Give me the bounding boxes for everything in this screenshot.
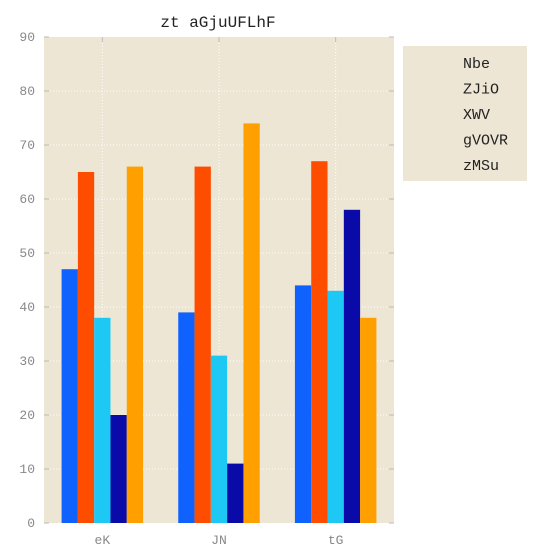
bar xyxy=(94,317,111,523)
y-tick-label: 90 xyxy=(19,30,35,45)
bar xyxy=(126,166,144,523)
bar xyxy=(343,209,361,524)
x-tick-label: eK xyxy=(95,533,111,548)
axis-labels: 0 10 20 30 40 50 60 70 80 90 eK JN tG xyxy=(19,30,343,548)
bar xyxy=(110,415,127,523)
bar xyxy=(227,463,244,523)
bar xyxy=(294,285,312,523)
y-tick-label: 60 xyxy=(19,192,35,207)
bar xyxy=(311,161,328,523)
y-tick-label: 80 xyxy=(19,84,35,99)
y-tick-label: 50 xyxy=(19,246,35,261)
bars xyxy=(61,123,377,524)
bar xyxy=(178,312,195,523)
y-tick-label: 10 xyxy=(19,462,35,477)
legend-box xyxy=(403,46,527,181)
x-tick-label: tG xyxy=(328,533,344,548)
legend-label: XWV xyxy=(463,107,490,124)
bar xyxy=(360,317,377,523)
axis-ticks xyxy=(44,36,394,524)
bar xyxy=(243,123,260,524)
y-tick-label: 30 xyxy=(19,354,35,369)
legend-label: zMSu xyxy=(463,158,499,175)
legend-label: Nbe xyxy=(463,56,490,73)
legend: Nbe ZJiO XWV gVOVR zMSu xyxy=(403,46,527,181)
bar xyxy=(61,269,78,523)
bar xyxy=(210,355,228,523)
chart-title: zt aGjuUFLhF xyxy=(160,14,275,32)
x-tick-label: JN xyxy=(211,533,227,548)
y-tick-label: 70 xyxy=(19,138,35,153)
y-tick-label: 20 xyxy=(19,408,35,423)
bar xyxy=(77,172,95,523)
y-tick-label: 40 xyxy=(19,300,35,315)
bar xyxy=(194,166,211,523)
bar xyxy=(327,290,344,523)
legend-label: gVOVR xyxy=(463,133,508,150)
y-tick-label: 0 xyxy=(27,516,35,531)
legend-label: ZJiO xyxy=(463,82,499,99)
